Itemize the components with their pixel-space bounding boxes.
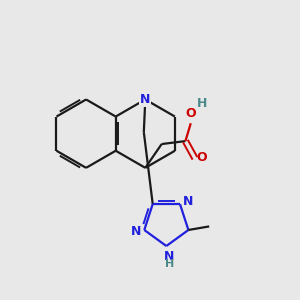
Text: N: N (164, 250, 174, 263)
Text: N: N (183, 195, 194, 208)
Text: O: O (196, 151, 207, 164)
Text: H: H (165, 260, 174, 269)
Text: H: H (196, 97, 207, 110)
Text: N: N (140, 93, 151, 106)
Text: O: O (186, 107, 196, 120)
Text: N: N (131, 225, 141, 238)
